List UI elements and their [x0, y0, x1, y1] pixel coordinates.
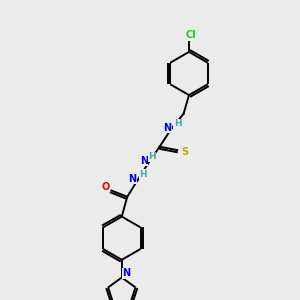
Text: Cl: Cl — [185, 30, 196, 40]
Text: N: N — [140, 156, 148, 166]
Text: H: H — [148, 152, 156, 161]
Text: O: O — [101, 182, 110, 192]
Text: H: H — [174, 119, 182, 128]
Text: N: N — [128, 173, 137, 184]
Text: S: S — [181, 147, 188, 157]
Text: N: N — [122, 268, 130, 278]
Text: H: H — [139, 169, 147, 178]
Text: N: N — [163, 123, 172, 133]
